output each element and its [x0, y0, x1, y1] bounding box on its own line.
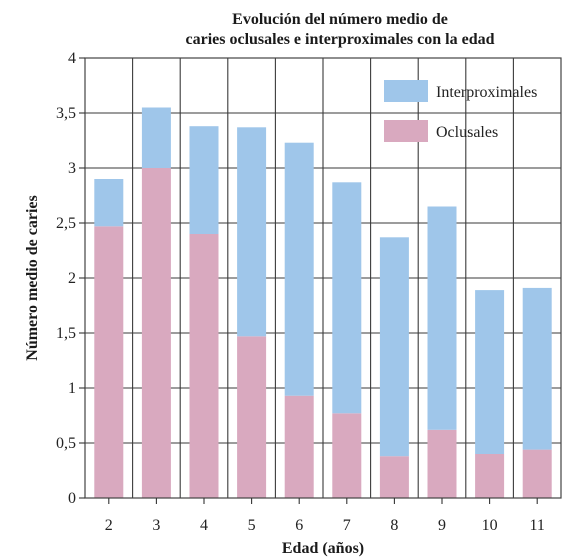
bar-interproximales-11 [522, 287, 552, 450]
legend-label-oclusales: Oclusales [436, 124, 498, 141]
bar-oclusales-9 [427, 429, 457, 498]
bar-oclusales-5 [237, 336, 267, 498]
y-axis-label: Número medio de caries [24, 195, 41, 360]
y-tick-label: 3,5 [56, 105, 76, 122]
bar-interproximales-10 [475, 290, 505, 454]
x-axis-label: Edad (años) [282, 540, 364, 557]
bar-oclusales-10 [475, 454, 505, 498]
x-tick-label: 2 [105, 517, 113, 534]
chart-title-line-2: caries oclusales e interproximales con l… [186, 31, 495, 48]
y-tick-label: 1,5 [56, 325, 76, 342]
bar-oclusales-7 [332, 413, 362, 498]
bar-oclusales-6 [284, 395, 314, 498]
x-tick-label: 3 [152, 517, 160, 534]
bars [94, 107, 552, 499]
x-tick-label: 7 [343, 517, 351, 534]
legend: Interproximales Oclusales [384, 80, 537, 142]
x-tick-label: 10 [482, 517, 498, 534]
x-tick-label: 6 [295, 517, 303, 534]
y-tick-label: 2 [68, 270, 76, 287]
bar-interproximales-9 [427, 206, 457, 430]
bar-interproximales-6 [284, 142, 314, 396]
x-tick-label: 11 [529, 517, 544, 534]
bar-interproximales-8 [379, 237, 409, 457]
bar-interproximales-4 [189, 126, 219, 234]
legend-label-interproximales: Interproximales [436, 84, 537, 101]
y-tick-label: 4 [68, 50, 76, 67]
y-tick-label: 3 [68, 160, 76, 177]
x-axis-ticks: 2 3 4 5 6 7 8 9 10 11 [105, 498, 545, 534]
bar-oclusales-4 [189, 234, 219, 498]
legend-swatch-interproximales [384, 80, 428, 102]
chart-title-line-1: Evolución del número medio de [232, 11, 448, 28]
x-tick-label: 5 [248, 517, 256, 534]
bar-oclusales-2 [94, 226, 124, 499]
y-axis-ticks: 0 0,5 1 1,5 2 2,5 3 3,5 4 [56, 50, 85, 507]
x-tick-label: 4 [200, 517, 208, 534]
y-tick-label: 1 [68, 380, 76, 397]
bar-interproximales-3 [141, 107, 171, 168]
bar-interproximales-2 [94, 179, 124, 227]
y-tick-label: 2,5 [56, 215, 76, 232]
x-tick-label: 8 [390, 517, 398, 534]
x-tick-label: 9 [438, 517, 446, 534]
bar-interproximales-5 [237, 127, 267, 337]
bar-oclusales-8 [379, 456, 409, 498]
bar-oclusales-3 [141, 168, 171, 498]
bar-interproximales-7 [332, 182, 362, 414]
bar-oclusales-11 [522, 449, 552, 498]
legend-swatch-oclusales [384, 120, 428, 142]
y-tick-label: 0 [68, 490, 76, 507]
y-tick-label: 0,5 [56, 435, 76, 452]
